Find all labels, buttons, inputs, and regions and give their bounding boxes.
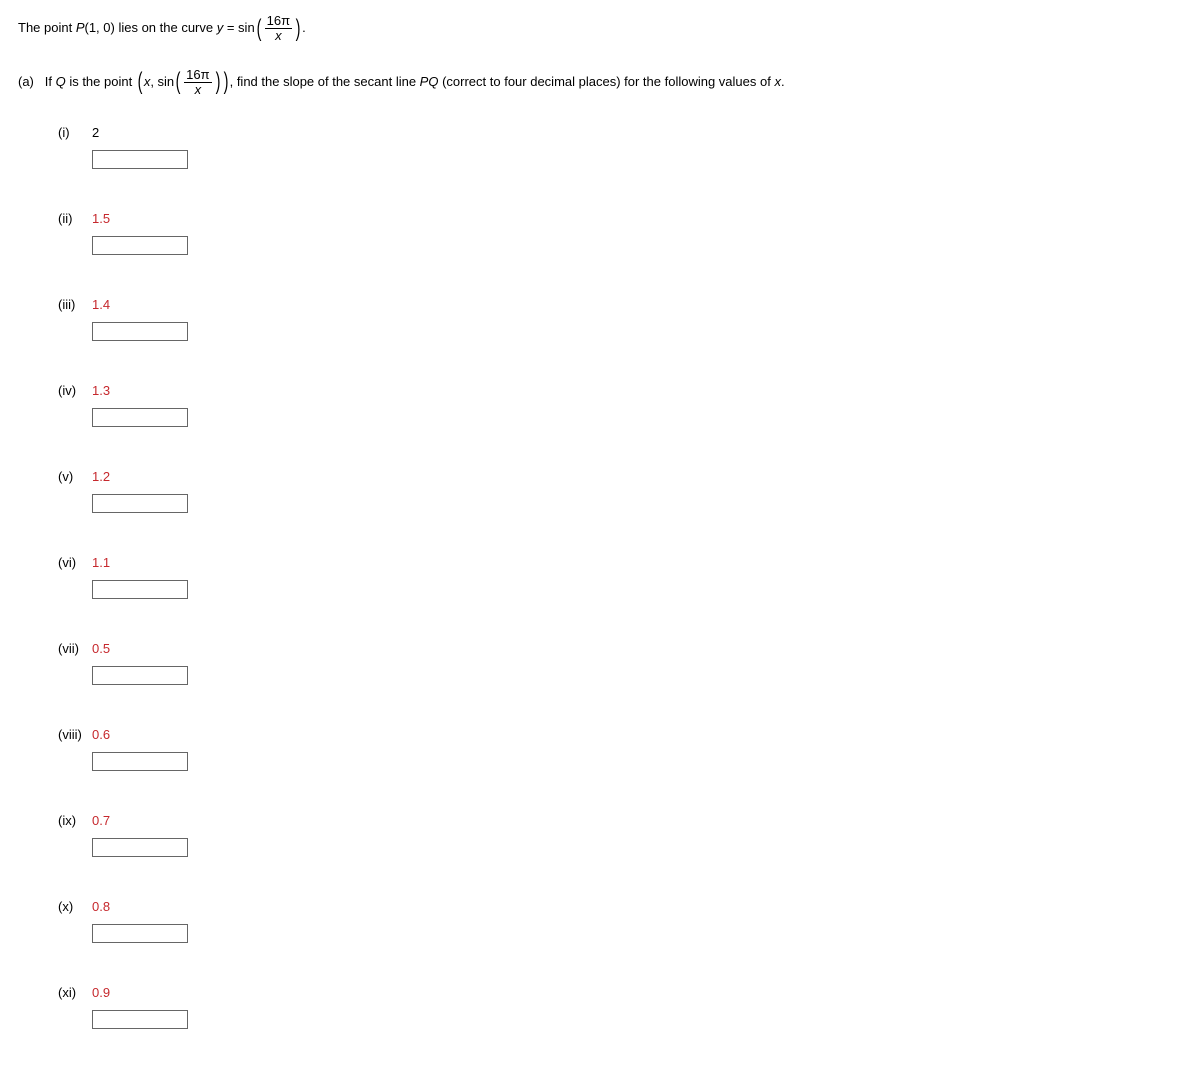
item-value: 1.4 [92, 297, 110, 312]
answer-input[interactable] [92, 408, 188, 427]
item-number: (v) [58, 469, 92, 484]
item-label-row: (vi)1.1 [58, 555, 1182, 570]
items-list: (i)2(ii)1.5(iii)1.4(iv)1.3(v)1.2(vi)1.1(… [18, 125, 1182, 1029]
item-label-row: (iv)1.3 [58, 383, 1182, 398]
item-input-row [58, 752, 1182, 771]
part-a-label: (a) [18, 74, 34, 89]
item-value: 2 [92, 125, 99, 140]
part-a-tail: , find the slope of the secant line [230, 74, 420, 89]
list-item: (ix)0.7 [58, 813, 1182, 857]
item-input-row [58, 666, 1182, 685]
item-value: 1.5 [92, 211, 110, 226]
list-item: (iii)1.4 [58, 297, 1182, 341]
item-input-row [58, 924, 1182, 943]
list-item: (i)2 [58, 125, 1182, 169]
item-value: 1.1 [92, 555, 110, 570]
P-letter: P [76, 20, 85, 35]
list-item: (ii)1.5 [58, 211, 1182, 255]
comma-sin: , sin [150, 72, 174, 93]
item-value: 0.7 [92, 813, 110, 828]
item-number: (ix) [58, 813, 92, 828]
item-label-row: (iii)1.4 [58, 297, 1182, 312]
item-label-row: (ii)1.5 [58, 211, 1182, 226]
list-item: (iv)1.3 [58, 383, 1182, 427]
item-number: (xi) [58, 985, 92, 1000]
Q-letter: Q [56, 74, 66, 89]
intro-text: The point P(1, 0) lies on the curve y = … [18, 14, 1182, 44]
item-number: (iii) [58, 297, 92, 312]
PQ-text: PQ [420, 74, 439, 89]
item-number: (ii) [58, 211, 92, 226]
answer-input[interactable] [92, 322, 188, 341]
list-item: (vii)0.5 [58, 641, 1182, 685]
item-number: (vi) [58, 555, 92, 570]
item-input-row [58, 1010, 1182, 1029]
item-input-row [58, 236, 1182, 255]
left-paren-icon: ( [256, 17, 261, 41]
right-paren-icon: ) [296, 17, 301, 41]
list-item: (viii)0.6 [58, 727, 1182, 771]
list-item: (vi)1.1 [58, 555, 1182, 599]
answer-input[interactable] [92, 580, 188, 599]
answer-input[interactable] [92, 150, 188, 169]
intro-prefix: The point [18, 20, 76, 35]
item-number: (x) [58, 899, 92, 914]
intro-fraction-group: ( 16π x ) [255, 14, 302, 44]
answer-input[interactable] [92, 1010, 188, 1029]
inner-left-paren-icon: ( [176, 70, 181, 94]
item-input-row [58, 838, 1182, 857]
list-item: (v)1.2 [58, 469, 1182, 513]
intro-eq: = sin [223, 20, 254, 35]
item-label-row: (x)0.8 [58, 899, 1182, 914]
answer-input[interactable] [92, 236, 188, 255]
item-number: (vii) [58, 641, 92, 656]
intro-fraction: 16π x [265, 14, 292, 44]
item-input-row [58, 322, 1182, 341]
is-point: is the point [66, 74, 136, 89]
point-Q-expression: ( x , sin ( 16π x ) ) [136, 68, 230, 98]
intro-frac-den: x [265, 28, 292, 43]
item-number: (i) [58, 125, 92, 140]
part-a-text: (a) If Q is the point ( x , sin ( 16π x )… [18, 68, 1182, 98]
item-label-row: (ix)0.7 [58, 813, 1182, 828]
item-input-row [58, 580, 1182, 599]
item-input-row [58, 150, 1182, 169]
list-item: (xi)0.9 [58, 985, 1182, 1029]
list-item: (x)0.8 [58, 899, 1182, 943]
item-label-row: (xi)0.9 [58, 985, 1182, 1000]
item-input-row [58, 408, 1182, 427]
item-number: (iv) [58, 383, 92, 398]
answer-input[interactable] [92, 666, 188, 685]
item-value: 0.5 [92, 641, 110, 656]
outer-right-paren-icon: ) [223, 70, 228, 94]
part-a-period: . [781, 74, 785, 89]
item-value: 0.8 [92, 899, 110, 914]
intro-middle: lies on the curve [115, 20, 217, 35]
answer-input[interactable] [92, 752, 188, 771]
item-label-row: (vii)0.5 [58, 641, 1182, 656]
outer-left-paren-icon: ( [137, 70, 142, 94]
answer-input[interactable] [92, 924, 188, 943]
part-a-prefix: If [45, 74, 56, 89]
item-value: 1.2 [92, 469, 110, 484]
intro-frac-num: 16π [265, 14, 292, 28]
partA-frac-den: x [184, 82, 211, 97]
item-value: 0.9 [92, 985, 110, 1000]
item-input-row [58, 494, 1182, 513]
item-label-row: (viii)0.6 [58, 727, 1182, 742]
item-value: 1.3 [92, 383, 110, 398]
item-value: 0.6 [92, 727, 110, 742]
item-number: (viii) [58, 727, 92, 742]
P-args: (1, 0) [85, 20, 115, 35]
item-label-row: (v)1.2 [58, 469, 1182, 484]
partA-frac-num: 16π [184, 68, 211, 82]
intro-period: . [302, 20, 306, 35]
part-a-tail2: (correct to four decimal places) for the… [438, 74, 774, 89]
answer-input[interactable] [92, 494, 188, 513]
partA-fraction: 16π x [184, 68, 211, 98]
inner-right-paren-icon: ) [215, 70, 220, 94]
item-label-row: (i)2 [58, 125, 1182, 140]
answer-input[interactable] [92, 838, 188, 857]
